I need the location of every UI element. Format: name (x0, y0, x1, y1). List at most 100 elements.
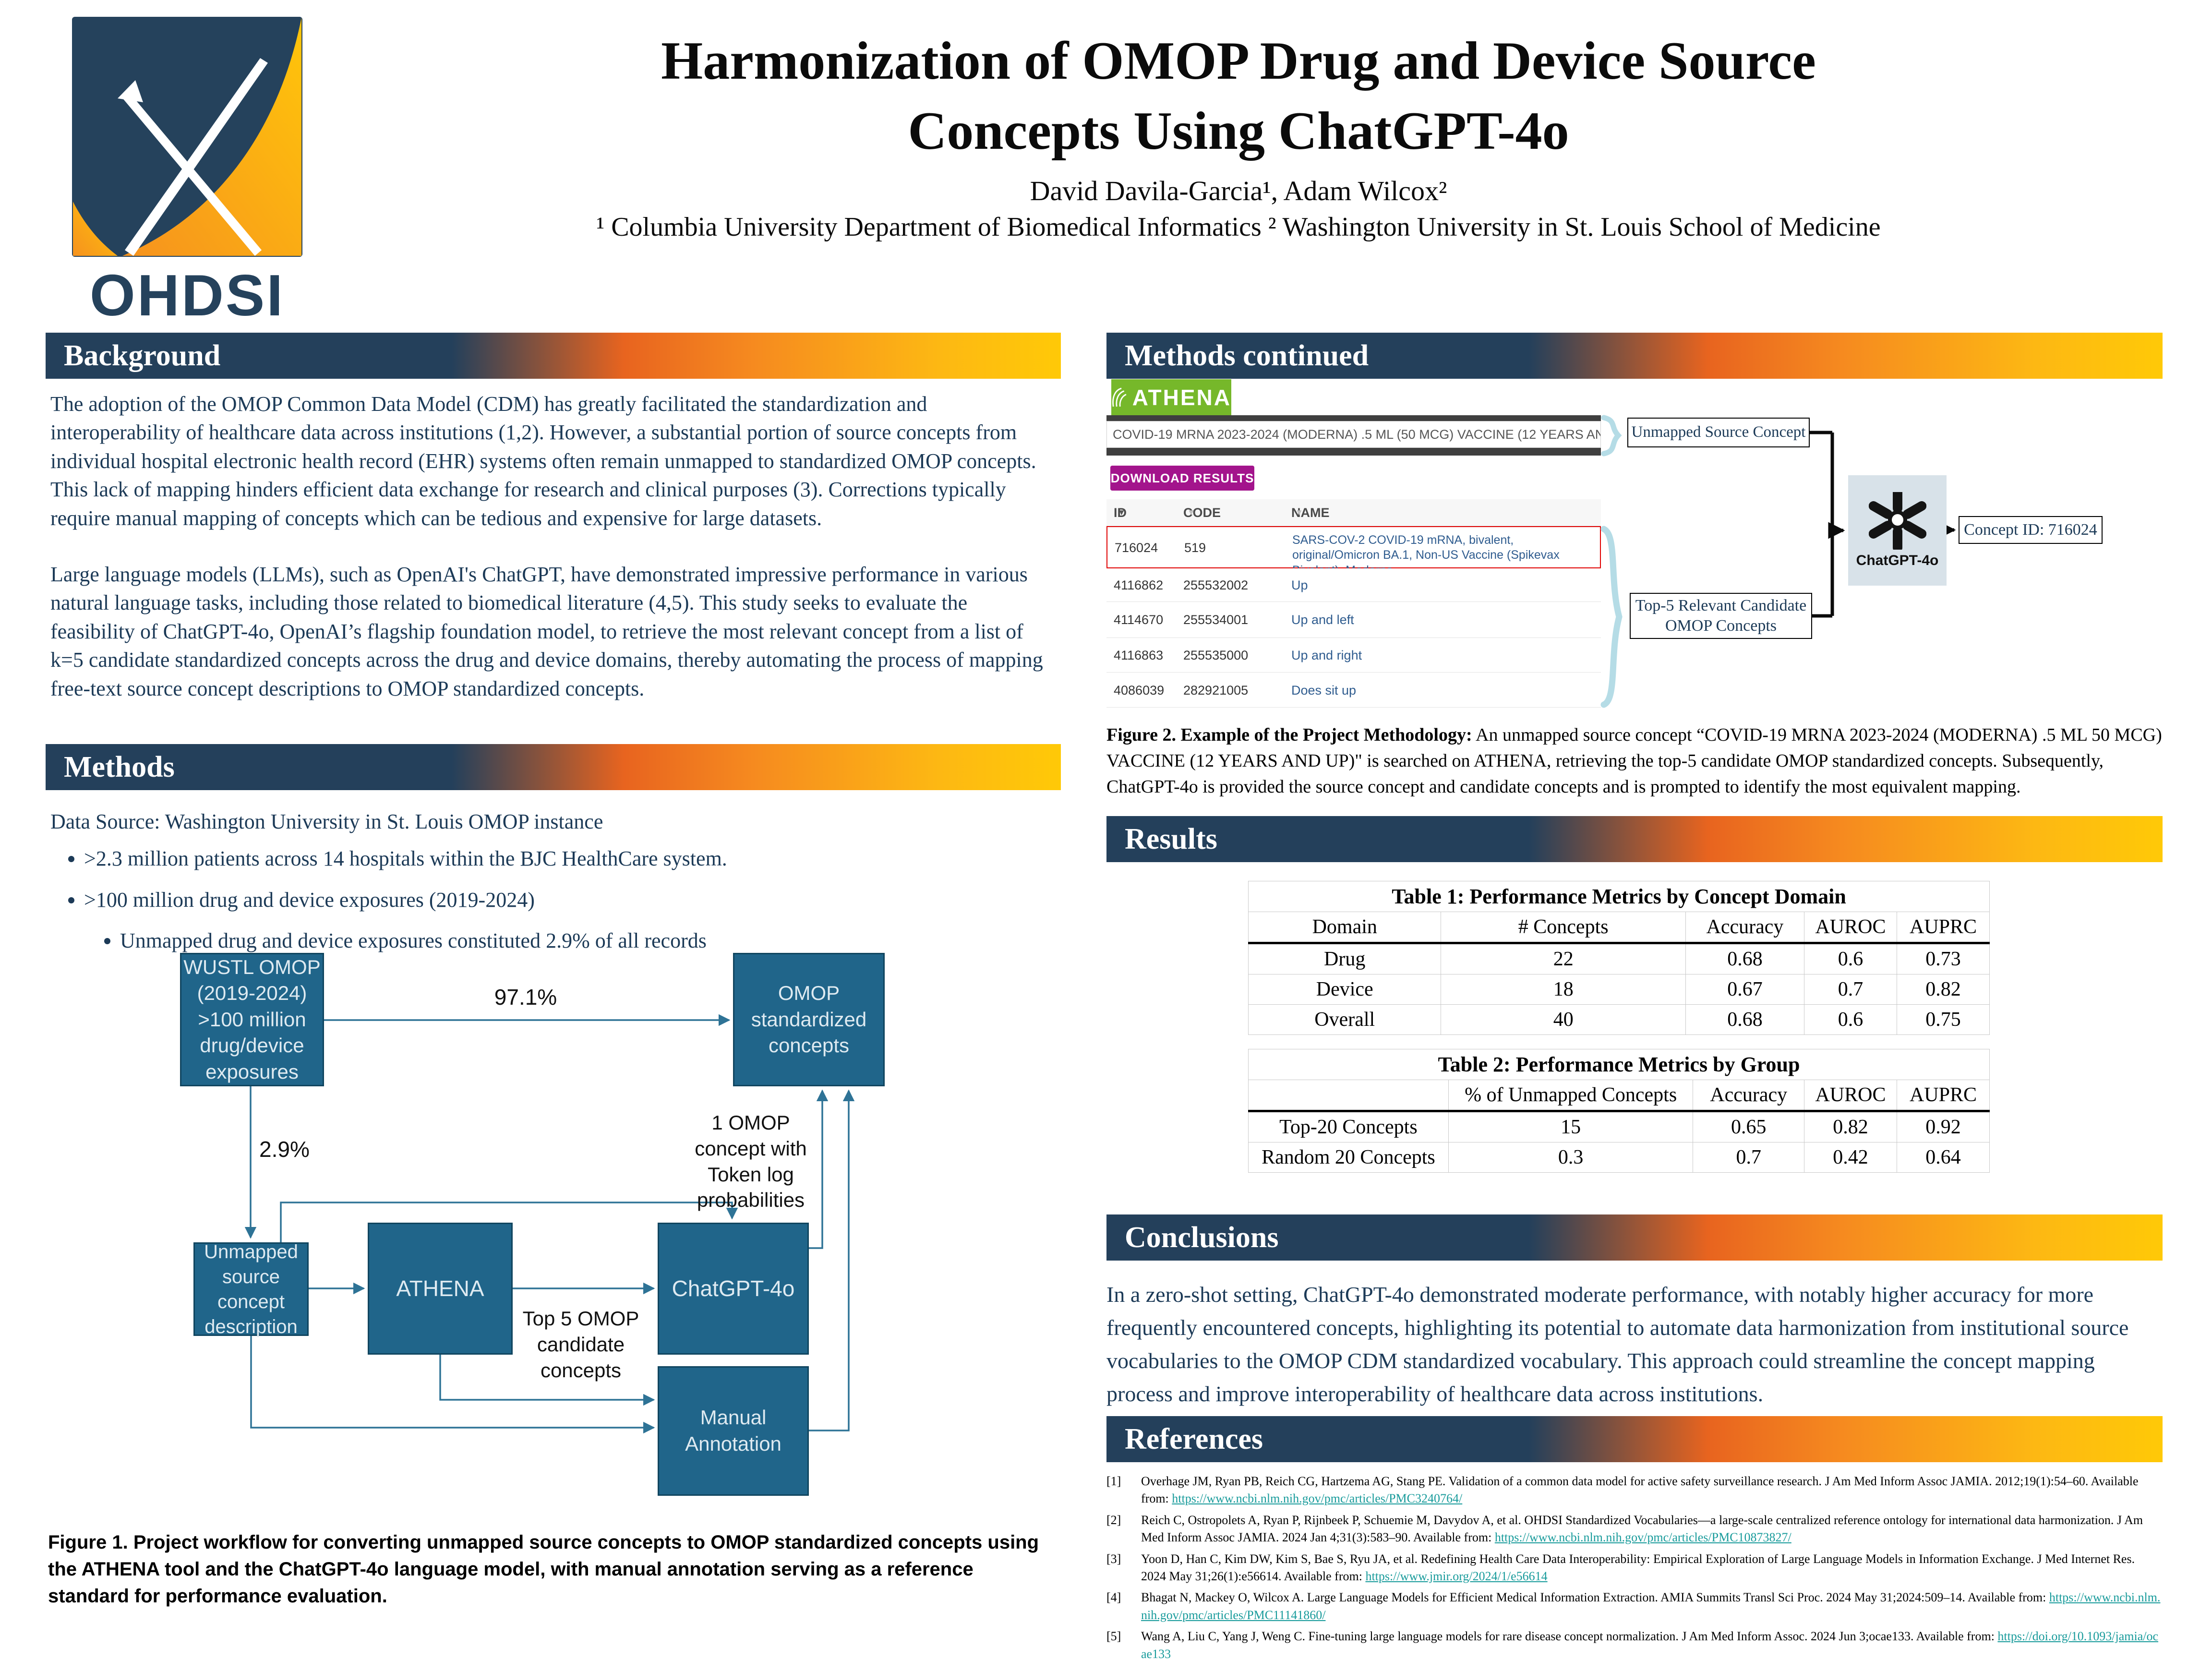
reference-text: Reich C, Ostropolets A, Ryan P, Rijnbeek… (1141, 1513, 2143, 1545)
table1-header-domain: Domain (1248, 912, 1442, 944)
top5-candidates-label: Top-5 Relevant Candidate OMOP Concepts (1630, 593, 1812, 639)
section-header-conclusions: Conclusions (1106, 1214, 2163, 1261)
row-name-link[interactable]: Up (1291, 578, 1308, 592)
reference-link[interactable]: https://www.ncbi.nlm.nih.gov/pmc/article… (1494, 1530, 1791, 1545)
figure1-connectors (244, 1014, 855, 1434)
cell: 0.3 (1448, 1142, 1694, 1173)
header: Harmonization of OMOP Drug and Device So… (312, 26, 2165, 242)
results-table-2: Table 2: Performance Metrics by Group % … (1248, 1049, 1990, 1173)
affiliations: ¹ Columbia University Department of Biom… (596, 212, 1881, 242)
sort-icon[interactable]: ▼ (1187, 508, 1195, 517)
figure1-caption: Figure 1. Project workflow for convertin… (48, 1532, 1039, 1607)
ohdsi-logo (72, 17, 302, 257)
cell: 0.67 (1685, 974, 1804, 1005)
cell: 18 (1441, 974, 1686, 1005)
cell: 15 (1448, 1111, 1694, 1142)
table2-header-auprc: AUPRC (1896, 1080, 1990, 1112)
table-row[interactable]: 4116862 255532002 Up (1106, 568, 1601, 602)
flow-label-2-9-percent: 2.9% (259, 1137, 310, 1162)
row-code: 255535000 (1183, 648, 1249, 662)
cell: 0.65 (1693, 1111, 1804, 1142)
conclusions-text: In a zero-shot setting, ChatGPT-4o demon… (1106, 1282, 2129, 1406)
section-header-background: Background (46, 333, 1061, 379)
reference-number: [1] (1106, 1474, 1121, 1488)
reference-link[interactable]: https://www.jmir.org/2024/1/e56614 (1365, 1569, 1548, 1583)
column-id-label: ID (1114, 505, 1127, 520)
cell: 0.6 (1803, 943, 1897, 974)
row-code: 255532002 (1183, 578, 1249, 592)
figure2-connectors (1600, 415, 1956, 708)
ohdsi-wordmark: OHDSI (89, 263, 285, 328)
table-row: Drug 22 0.68 0.6 0.73 (1248, 943, 1990, 974)
background-text: The adoption of the OMOP Common Data Mod… (50, 390, 1049, 731)
row-name-link[interactable]: Does sit up (1291, 683, 1357, 697)
background-paragraph-2: Large language models (LLMs), such as Op… (50, 562, 1043, 700)
methods-bullet-1: >2.3 million patients across 14 hospital… (84, 844, 1049, 873)
reference-link[interactable]: https://www.ncbi.nlm.nih.gov/pmc/article… (1172, 1491, 1463, 1506)
section-title: Background (64, 339, 221, 372)
methods-data-source: Data Source: Washington University in St… (50, 810, 603, 833)
cell: Device (1248, 974, 1442, 1005)
cell: 0.75 (1896, 1004, 1990, 1035)
reference-item: [4] Bhagat N, Mackey O, Wilcox A. Large … (1106, 1589, 2163, 1624)
table1-header-concepts: # Concepts (1441, 912, 1686, 944)
table2-header-blank (1248, 1080, 1449, 1112)
row-name-link[interactable]: Up and left (1291, 613, 1354, 627)
figure1-workflow-diagram: WUSTL OMOP (2019-2024) >100 million drug… (46, 941, 1061, 1517)
cell: 0.82 (1896, 974, 1990, 1005)
figure2-caption: Figure 2. Example of the Project Methodo… (1106, 722, 2163, 800)
reference-link[interactable]: https://doi.org/10.1093/jamia/ocae133 (1141, 1629, 2159, 1659)
flow-box-manual-annotation: Manual Annotation (658, 1366, 809, 1496)
reference-number: [4] (1106, 1590, 1121, 1605)
section-title: Conclusions (1125, 1221, 1279, 1254)
flow-box-omop-standardized: OMOP standardized concepts (733, 953, 885, 1086)
callout-brace-search (1601, 415, 1622, 457)
reference-item: [3] Yoon D, Han C, Kim DW, Kim S, Bae S,… (1106, 1551, 2163, 1586)
cell: 0.73 (1896, 943, 1990, 974)
cell: Random 20 Concepts (1248, 1142, 1449, 1173)
row-id: 4114670 (1114, 613, 1164, 627)
table1-header-auroc: AUROC (1803, 912, 1897, 944)
athena-leaf-icon (1112, 387, 1127, 407)
results-table-1: Table 1: Performance Metrics by Concept … (1248, 881, 1990, 1035)
callout-brace-top5 (1600, 526, 1623, 708)
row-name-link[interactable]: Up and right (1291, 648, 1362, 662)
methods-text: Data Source: Washington University in St… (50, 807, 1049, 968)
table-row[interactable]: 4114670 255534001 Up and left (1106, 602, 1601, 638)
reference-text: Bhagat N, Mackey O, Wilcox A. Large Lang… (1141, 1590, 2049, 1605)
table-row: Device 18 0.67 0.7 0.82 (1248, 974, 1990, 1005)
sort-icon[interactable]: ▼ (1295, 508, 1303, 517)
sort-desc-icon[interactable]: ▼ (1118, 508, 1126, 517)
reference-link[interactable]: https://www.ncbi.nlm.nih.gov/pmc/article… (1141, 1590, 2161, 1622)
flow-label-top5-candidates: Top 5 OMOP candidate concepts (522, 1307, 639, 1382)
flow-box-wustl-omop: WUSTL OMOP (2019-2024) >100 million drug… (180, 953, 324, 1086)
chatgpt-panel: ChatGPT-4o (1848, 475, 1947, 586)
table-row[interactable]: 4116863 255535000 Up and right (1106, 638, 1601, 673)
cell: 0.42 (1803, 1142, 1897, 1173)
cell: Overall (1248, 1004, 1442, 1035)
reference-text: Wang A, Liu C, Yang J, Weng C. Fine-tuni… (1141, 1629, 1998, 1644)
reference-item: [1] Overhage JM, Ryan PB, Reich CG, Hart… (1106, 1473, 2163, 1508)
athena-toolbar-top (1106, 415, 1601, 421)
table-row: Overall 40 0.68 0.6 0.75 (1248, 1004, 1990, 1035)
cell: Drug (1248, 943, 1442, 974)
figure2-caption-text: An unmapped source concept “COVID-19 MRN… (1106, 725, 2162, 797)
cell: 0.82 (1803, 1111, 1897, 1142)
row-id: 4116862 (1114, 578, 1164, 592)
figure2-caption-title: Figure 2. Example of the Project Methodo… (1106, 725, 1472, 745)
section-title: Results (1125, 822, 1217, 855)
table2-title: Table 2: Performance Metrics by Group (1248, 1049, 1990, 1080)
athena-search-input[interactable]: COVID-19 MRNA 2023-2024 (MODERNA) .5 ML … (1106, 421, 1601, 448)
table-row[interactable]: 4086039 282921005 Does sit up (1106, 673, 1601, 708)
methods-bullets: >2.3 million patients across 14 hospital… (84, 844, 1049, 955)
column-code-label: CODE (1183, 505, 1221, 520)
row-code: 519 (1184, 541, 1206, 555)
section-title: References (1125, 1422, 1263, 1455)
unmapped-source-concept-label: Unmapped Source Concept (1627, 418, 1810, 447)
download-results-button[interactable]: DOWNLOAD RESULTS (1110, 466, 1254, 491)
reference-number: [3] (1106, 1551, 1121, 1566)
flow-box-athena: ATHENA (368, 1223, 513, 1355)
row-id: 4116863 (1114, 648, 1164, 662)
flow-box-unmapped-source: Unmapped source concept description (193, 1241, 309, 1337)
